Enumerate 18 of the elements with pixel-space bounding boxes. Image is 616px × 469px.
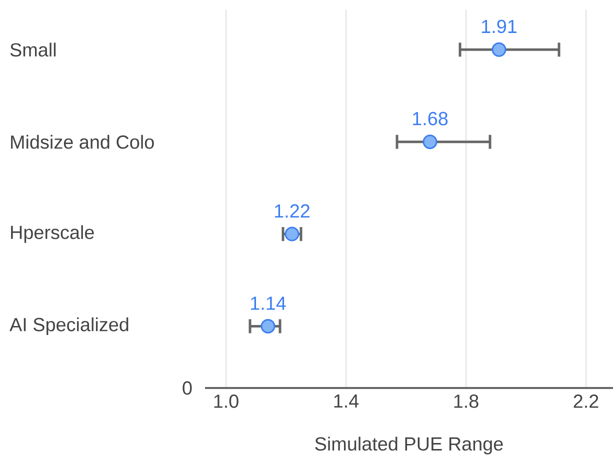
x-tick-label: 2.2 [574, 394, 598, 408]
data-label: 1.91 [482, 20, 516, 34]
y-tick-label: Small [10, 42, 56, 57]
point [284, 226, 300, 242]
x-tick-label: 1.4 [334, 394, 359, 408]
data-label: 1.14 [251, 296, 286, 310]
x-tick-label: 1.8 [454, 394, 478, 408]
point [492, 42, 506, 57]
point [422, 134, 438, 150]
text: 0 [182, 381, 192, 395]
y-tick-label: AI Specialized [10, 317, 128, 336]
data-label: 1.68 [413, 112, 448, 126]
y-tick-label: Hperscale [11, 225, 94, 243]
y-tick-label: Midsize and Colo [11, 134, 154, 149]
point [260, 318, 276, 334]
x-tick-label: 1.0 [214, 394, 238, 408]
x-axis-title: Simulated PUE Range [315, 436, 503, 454]
data-label: 1.22 [275, 204, 310, 218]
